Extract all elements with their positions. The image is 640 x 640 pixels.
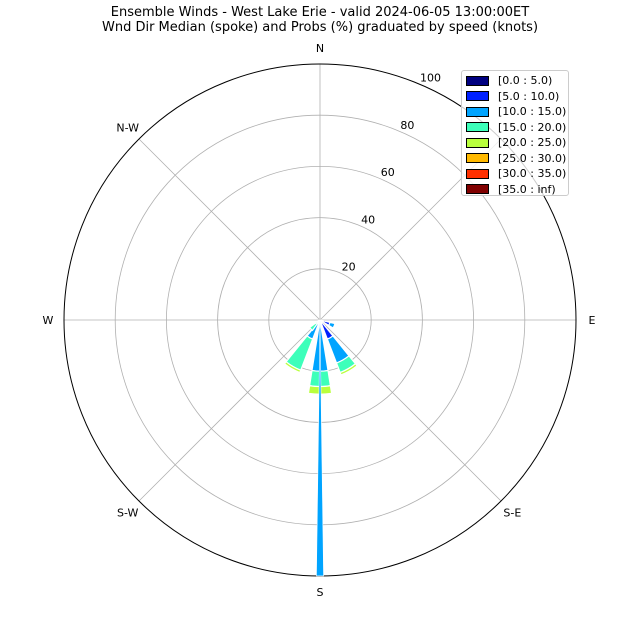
radial-tick-label: 100 — [420, 71, 441, 84]
chart-title: Ensemble Winds - West Lake Erie - valid … — [110, 5, 530, 20]
legend-entry: [20.0 : 25.0) — [466, 135, 568, 151]
direction-label: S-W — [117, 506, 139, 519]
radial-tick-label: 60 — [381, 166, 395, 179]
legend-swatch — [466, 122, 489, 133]
rose-bar-segment — [314, 319, 321, 325]
rose-bar-segment — [283, 360, 302, 374]
grid-spoke — [319, 319, 502, 502]
legend-swatch — [466, 168, 489, 179]
rose-bar-segment — [339, 362, 358, 376]
legend-entry: [0.0 : 5.0) — [466, 73, 568, 89]
direction-label: W — [43, 314, 54, 327]
legend-swatch — [466, 137, 489, 148]
legend-label: [15.0 : 20.0) — [498, 120, 567, 134]
legend-entry: [25.0 : 30.0) — [466, 151, 568, 167]
direction-label: N — [316, 42, 324, 55]
radial-tick-label: 20 — [342, 261, 356, 274]
legend-swatch — [466, 91, 489, 102]
legend-label: [20.0 : 25.0) — [498, 136, 567, 150]
legend-entry: [10.0 : 15.0) — [466, 104, 568, 120]
rose-bar-segment — [327, 321, 336, 329]
legend-entry: [30.0 : 35.0) — [466, 166, 568, 182]
direction-label: N-W — [116, 122, 139, 135]
legend-swatch — [466, 75, 489, 86]
legend-label: [25.0 : 30.0) — [498, 151, 567, 165]
legend-label: [5.0 : 10.0) — [498, 89, 560, 103]
legend-entry: [5.0 : 10.0) — [466, 89, 568, 105]
radial-tick-label: 80 — [400, 119, 414, 132]
legend-entry: [35.0 : inf) — [466, 182, 568, 198]
grid-spoke — [138, 138, 321, 321]
chart-subtitle: Wnd Dir Median (spoke) and Probs (%) gra… — [101, 20, 539, 35]
direction-label: S-E — [503, 506, 521, 519]
legend: [0.0 : 5.0) [5.0 : 10.0) [10.0 : 15.0) [15.… — [461, 70, 569, 196]
legend-swatch — [466, 184, 489, 195]
legend-label: [35.0 : inf) — [498, 182, 556, 196]
legend-label: [30.0 : 35.0) — [498, 167, 567, 181]
legend-label: [10.0 : 15.0) — [498, 105, 567, 119]
legend-entry: [15.0 : 20.0) — [466, 120, 568, 136]
legend-swatch — [466, 153, 489, 164]
radial-tick-label: 40 — [361, 213, 375, 226]
median-direction-spoke — [316, 319, 324, 577]
grid-spoke — [138, 319, 321, 502]
legend-label: [0.0 : 5.0) — [498, 74, 553, 88]
legend-swatch — [466, 106, 489, 117]
direction-label: S — [317, 586, 324, 599]
direction-label: E — [589, 314, 596, 327]
